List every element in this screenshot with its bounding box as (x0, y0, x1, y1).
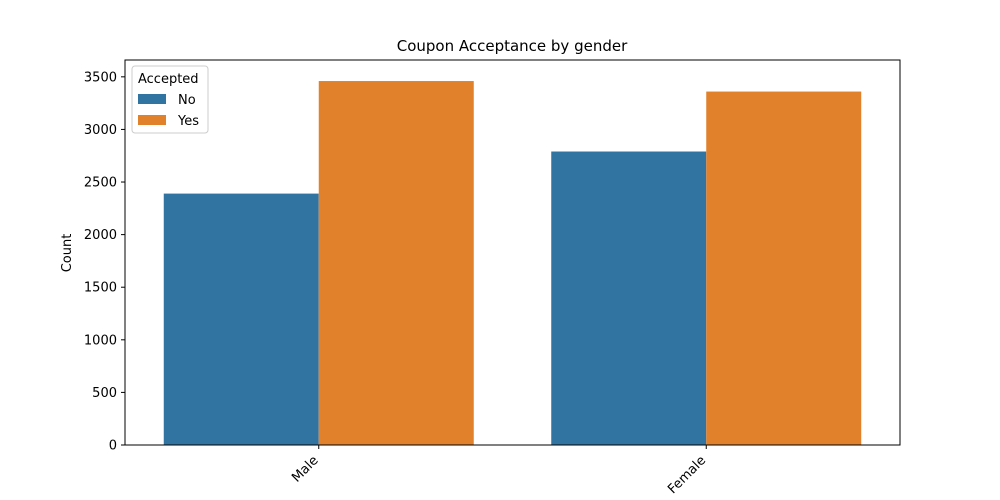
x-tick-label: Male (289, 453, 321, 485)
bar-yes-female (706, 91, 862, 446)
legend: Accepted No Yes (131, 65, 209, 134)
legend-label-no: No (178, 93, 196, 108)
y-tick-label: 0 (109, 439, 117, 454)
x-tick-label: Female (665, 453, 709, 497)
y-axis-label: Count (60, 234, 75, 273)
y-tick-label: 1000 (84, 333, 117, 348)
bar-yes-male (318, 81, 474, 445)
y-tick-label: 1500 (84, 281, 117, 296)
chart-title: Coupon Acceptance by gender (397, 37, 628, 55)
legend-label-yes: Yes (177, 114, 199, 129)
y-tick-label: 2500 (84, 176, 117, 191)
y-tick-label: 2000 (84, 228, 117, 243)
y-tick-label: 3500 (84, 70, 117, 85)
legend-swatch-yes (138, 115, 166, 125)
legend-swatch-no (138, 94, 166, 104)
plot-frame (124, 59, 901, 446)
plot-area: 0 500 1000 1500 2000 2500 3000 3500 Male Female (84, 70, 862, 497)
legend-title: Accepted (138, 72, 199, 87)
bar-no-female (551, 151, 707, 445)
y-tick-label: 500 (92, 386, 117, 401)
y-tick-label: 3000 (84, 123, 117, 138)
bar-no-male (163, 193, 319, 445)
